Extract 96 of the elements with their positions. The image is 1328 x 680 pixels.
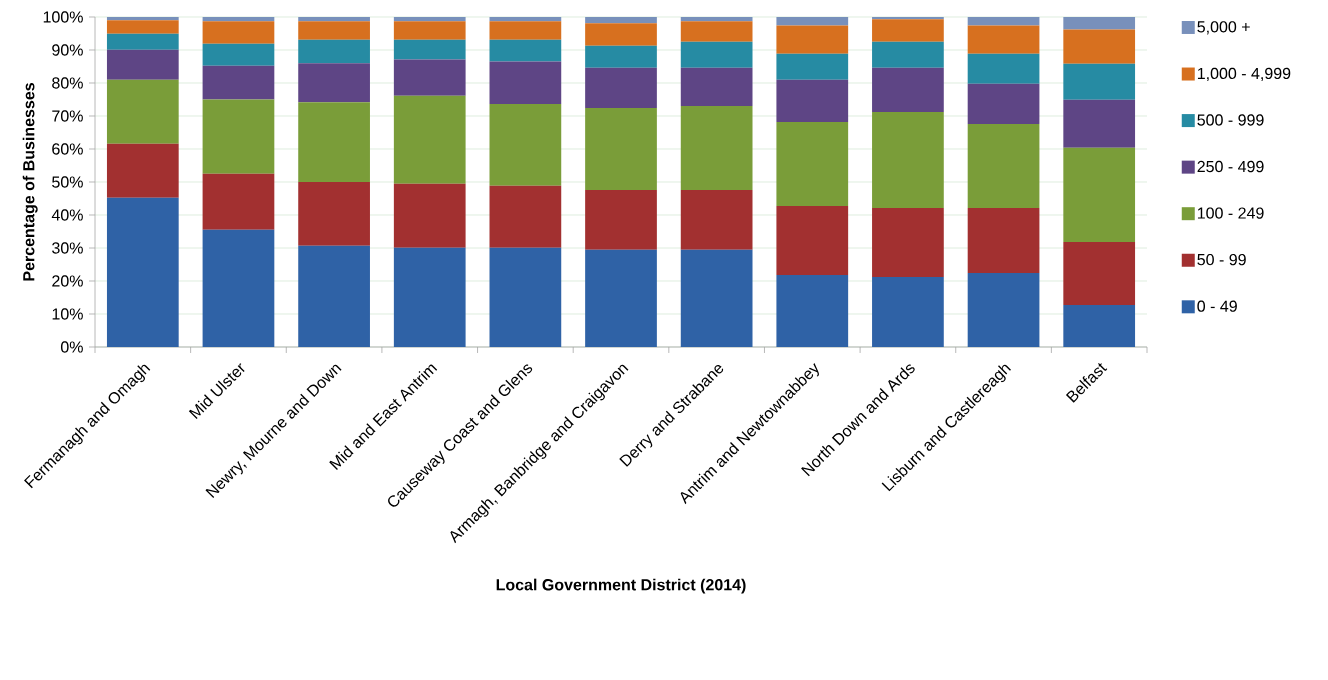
bar (776, 206, 849, 276)
bar (298, 39, 370, 64)
bar (585, 67, 657, 109)
bar (298, 182, 370, 246)
y-tick-label: 70% (52, 110, 83, 122)
bar (106, 143, 179, 198)
bar (967, 273, 1040, 347)
bar (1063, 305, 1136, 347)
bar (776, 17, 849, 26)
y-axis-title: Percentage of Businesses (22, 83, 38, 281)
bar (202, 43, 275, 66)
bar (967, 123, 1040, 209)
y-tick-label: 80% (52, 77, 83, 89)
bar (872, 208, 944, 278)
bar (872, 277, 944, 347)
bar (298, 245, 370, 347)
bar (585, 23, 657, 46)
bar (393, 59, 466, 96)
bar (202, 65, 275, 100)
bar (872, 67, 944, 113)
bar (106, 33, 179, 50)
bar (298, 17, 370, 22)
y-tick-label: 40% (51, 209, 83, 221)
x-axis-title: Local Government District (2014) (496, 578, 746, 594)
bar (1063, 29, 1136, 64)
legend-label: 1,000 - 4,999 (1197, 67, 1291, 81)
bar (202, 173, 275, 230)
bar (393, 183, 466, 248)
bar (298, 102, 370, 182)
bar (202, 17, 275, 22)
bar (393, 39, 466, 60)
bar (872, 112, 944, 209)
bar (393, 21, 466, 40)
bar (776, 79, 849, 122)
bar (489, 247, 562, 347)
y-tick-label: 50% (52, 176, 83, 188)
bar (1063, 17, 1136, 30)
bar (393, 95, 466, 184)
y-tick-label: 10% (52, 308, 83, 320)
y-tick-label: 0% (60, 341, 83, 353)
bar (967, 53, 1040, 84)
bar (585, 108, 657, 190)
legend-label: 250 - 499 (1197, 160, 1264, 173)
bar (202, 229, 275, 347)
bar (680, 17, 753, 22)
bar (489, 61, 562, 105)
y-tick-label: 30% (52, 242, 83, 254)
bar (202, 99, 275, 174)
bar (680, 41, 753, 68)
bar (776, 53, 849, 80)
bar (967, 83, 1040, 124)
bar (776, 25, 849, 54)
y-tick-label: 90% (52, 44, 83, 56)
bar (298, 21, 370, 40)
bar (393, 17, 466, 22)
bar (585, 17, 657, 24)
bar (489, 104, 562, 186)
bar (489, 39, 562, 62)
legend-label: 0 - 49 (1197, 300, 1237, 312)
bar (776, 121, 849, 207)
legend-label: 500 - 999 (1197, 114, 1264, 126)
bar (106, 20, 179, 34)
legend-label: 5,000 + (1197, 21, 1250, 35)
y-tick-label: 20% (52, 275, 83, 287)
bar (393, 247, 466, 347)
legend-label: 100 - 249 (1197, 207, 1264, 219)
bar (585, 249, 657, 347)
bar (680, 106, 753, 190)
bar (680, 249, 753, 347)
bar (1063, 147, 1136, 243)
bar (872, 41, 944, 68)
bar (776, 275, 849, 347)
bar (872, 19, 944, 42)
y-tick-label: 100% (43, 11, 83, 23)
bar (106, 197, 179, 347)
legend-label: 50 - 99 (1197, 253, 1246, 266)
y-tick-label: 60% (52, 143, 83, 155)
bar (1063, 242, 1136, 306)
bar (489, 17, 562, 22)
bar (1063, 99, 1136, 148)
bar (106, 49, 179, 80)
bar (967, 17, 1040, 26)
bar (967, 208, 1040, 274)
bar (680, 21, 753, 42)
bar (106, 17, 179, 21)
bar (967, 25, 1040, 54)
bar (585, 189, 657, 250)
bar (489, 21, 562, 40)
bar (1063, 63, 1136, 100)
bar (585, 45, 657, 68)
bar (202, 21, 275, 44)
bar (680, 189, 753, 250)
bar (680, 67, 753, 107)
bar (298, 63, 370, 103)
bar (106, 79, 179, 144)
bar (489, 185, 562, 248)
